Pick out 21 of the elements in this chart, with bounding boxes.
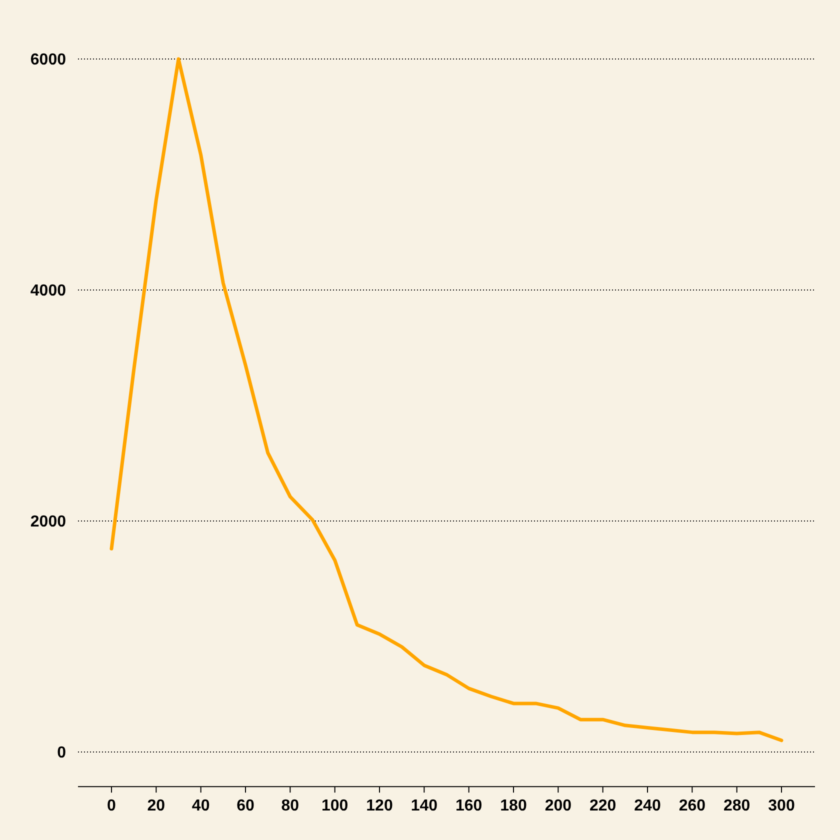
- x-tick-label: 0: [107, 798, 116, 815]
- x-tick-label: 180: [500, 798, 527, 815]
- x-tick-label: 100: [321, 798, 348, 815]
- x-tick-label: 160: [455, 798, 482, 815]
- x-tick-label: 120: [366, 798, 393, 815]
- x-tick-label: 280: [723, 798, 750, 815]
- y-tick-label: 0: [57, 744, 66, 762]
- x-tick-label: 240: [634, 798, 661, 815]
- x-tick-label: 260: [678, 798, 706, 815]
- y-tick-label: 2000: [30, 514, 66, 531]
- x-tick-label: 300: [768, 798, 795, 815]
- x-tick-label: 140: [410, 798, 438, 815]
- x-tick-label: 220: [589, 798, 616, 815]
- y-tick-label: 4000: [30, 282, 66, 300]
- y-tick-label: 6000: [30, 52, 66, 69]
- x-tick-label: 40: [192, 798, 210, 815]
- line-series: [110, 57, 784, 742]
- x-tick-label: 60: [236, 798, 254, 815]
- x-tick-label: 20: [147, 798, 166, 815]
- x-tick-label: 200: [544, 798, 572, 815]
- x-tick-label: 80: [281, 798, 300, 815]
